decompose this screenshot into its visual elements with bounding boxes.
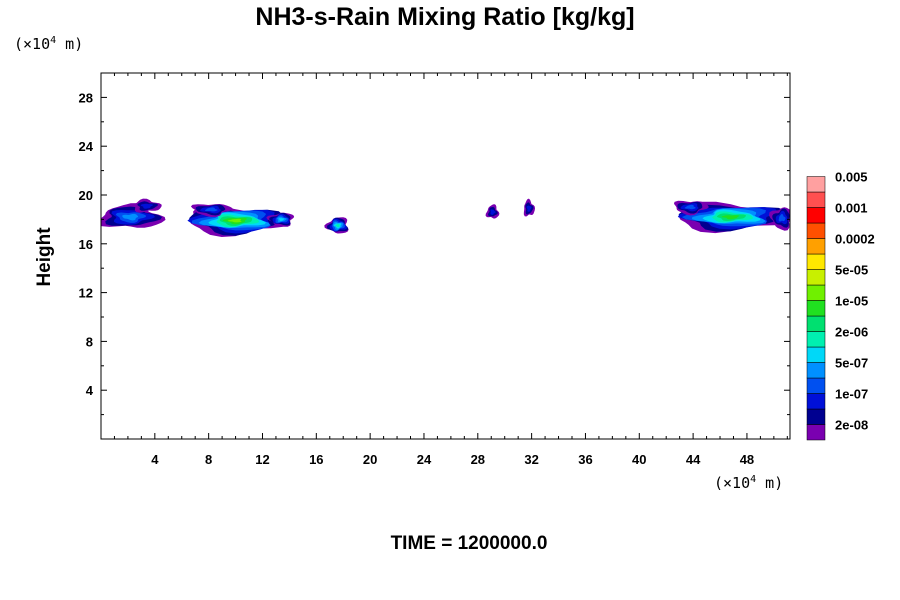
data-blob xyxy=(523,198,535,217)
x-tick-label: 36 xyxy=(578,452,592,467)
data-blob xyxy=(134,198,162,213)
colorbar-swatch xyxy=(806,424,826,441)
x-tick-label: 44 xyxy=(686,452,701,467)
colorbar-swatch xyxy=(806,393,826,410)
y-tick-label: 24 xyxy=(79,139,94,154)
data-blob xyxy=(674,200,709,216)
x-tick-label: 28 xyxy=(471,452,485,467)
colorbar-label: 0.0002 xyxy=(835,232,875,247)
data-blob xyxy=(101,203,166,228)
time-label: TIME = 1200000.0 xyxy=(391,533,548,554)
colorbar-swatch xyxy=(806,284,826,301)
y-axis-label: Height xyxy=(34,227,55,287)
x-unit-label: (×104 m) xyxy=(714,474,783,492)
colorbar-label: 0.001 xyxy=(835,201,868,216)
colorbar-label: 5e-05 xyxy=(835,263,868,278)
contour-level xyxy=(140,203,153,209)
colorbar-label: 5e-07 xyxy=(835,356,868,371)
colorbar-swatch xyxy=(806,207,826,224)
contour-level xyxy=(204,207,218,212)
x-tick-label: 48 xyxy=(740,452,754,467)
colorbar-label: 0.005 xyxy=(835,170,868,185)
y-axis: 4 8 12 16 20 24 28 xyxy=(79,90,790,416)
contour-level xyxy=(122,213,139,221)
contour-level xyxy=(721,215,740,220)
x-axis: 4 8 12 16 20 24 28 32 36 40 44 48 xyxy=(113,73,788,467)
colorbar-swatch xyxy=(806,346,826,363)
colorbar-swatch xyxy=(806,408,826,425)
chart-title: NH3-s-Rain Mixing Ratio [kg/kg] xyxy=(255,3,634,31)
contour-level xyxy=(778,214,786,222)
colorbar-swatch xyxy=(806,191,826,208)
x-tick-label: 40 xyxy=(632,452,646,467)
colorbar-label: 1e-07 xyxy=(835,387,868,402)
contour-level xyxy=(278,218,285,221)
colorbar-swatch xyxy=(806,253,826,270)
x-tick-label: 8 xyxy=(205,452,212,467)
plot-data-layer xyxy=(101,198,790,237)
data-blob xyxy=(266,212,295,227)
y-tick-label: 20 xyxy=(79,188,93,203)
colorbar-swatch xyxy=(806,238,826,255)
contour-level xyxy=(684,204,696,210)
contour-level xyxy=(335,224,340,227)
data-blob xyxy=(324,217,349,234)
data-blob xyxy=(485,204,500,219)
x-tick-label: 20 xyxy=(363,452,377,467)
x-tick-label: 4 xyxy=(151,452,159,467)
y-tick-label: 28 xyxy=(79,90,93,105)
plot-frame xyxy=(100,72,791,440)
colorbar-swatch xyxy=(806,331,826,348)
colorbar-swatch xyxy=(806,362,826,379)
colorbar-swatch xyxy=(806,377,826,394)
colorbar-label: 1e-05 xyxy=(835,294,868,309)
x-tick-label: 32 xyxy=(524,452,538,467)
data-blob xyxy=(769,207,790,231)
x-tick-label: 12 xyxy=(255,452,269,467)
colorbar-swatch xyxy=(806,315,826,332)
contour-level xyxy=(526,205,532,212)
y-unit-label: (×104 m) xyxy=(14,35,83,53)
contour-level xyxy=(490,209,496,215)
x-tick-label: 16 xyxy=(309,452,323,467)
colorbar-label: 2e-08 xyxy=(835,418,868,433)
y-tick-label: 4 xyxy=(86,383,94,398)
colorbar: 2e-08 1e-07 5e-07 2e-06 1e-05 5e-05 0.0002 0.00… xyxy=(806,170,875,441)
data-blob xyxy=(190,204,233,217)
colorbar-swatch xyxy=(806,269,826,286)
contour-level xyxy=(227,218,242,223)
colorbar-swatch xyxy=(806,176,826,193)
y-tick-label: 12 xyxy=(79,286,93,301)
colorbar-swatch xyxy=(806,222,826,239)
data-blob xyxy=(677,201,790,234)
x-tick-label: 24 xyxy=(417,452,432,467)
colorbar-label: 2e-06 xyxy=(835,325,868,340)
colorbar-swatch xyxy=(806,300,826,317)
y-tick-label: 8 xyxy=(86,334,93,349)
y-tick-label: 16 xyxy=(79,237,93,252)
